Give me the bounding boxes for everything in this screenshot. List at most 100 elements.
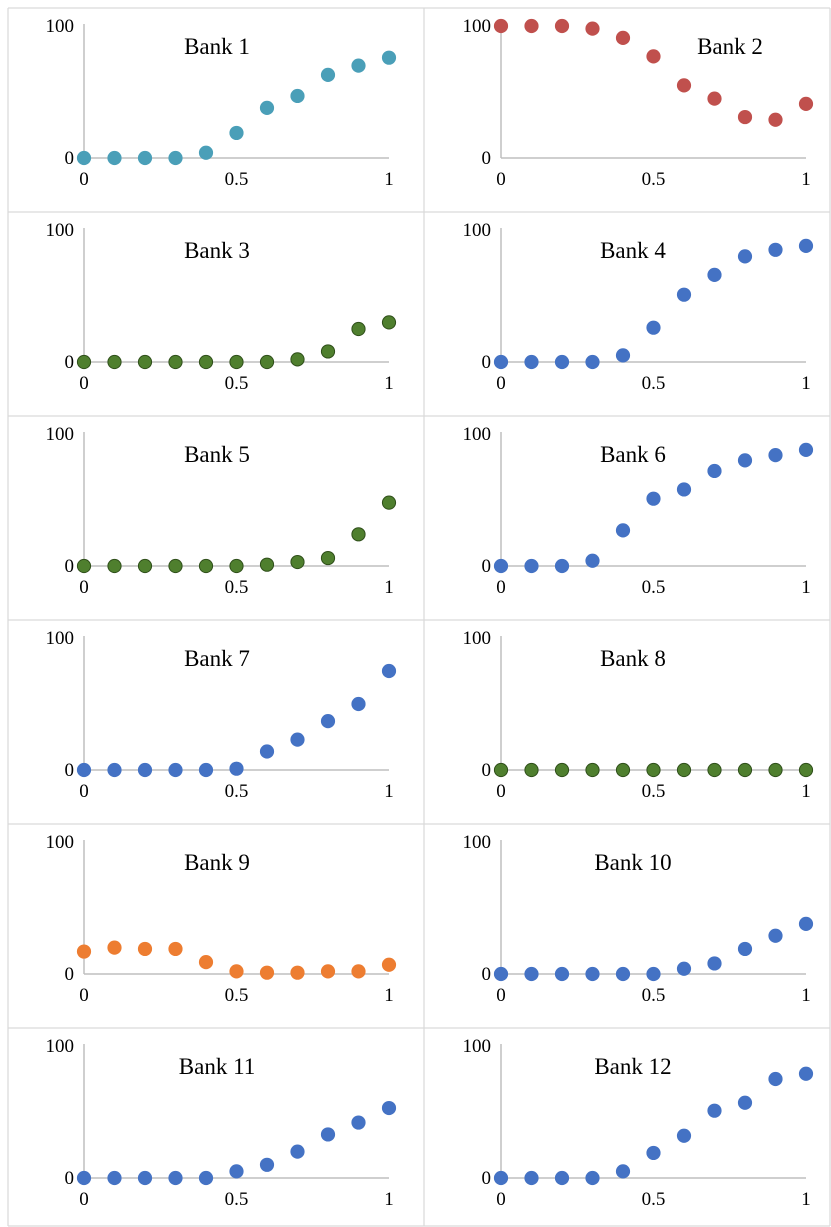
data-point xyxy=(381,1100,397,1116)
data-point xyxy=(554,354,570,370)
data-point xyxy=(493,762,509,778)
data-point xyxy=(168,941,183,957)
data-point xyxy=(707,267,722,282)
data-point xyxy=(646,1145,661,1161)
data-point xyxy=(768,448,783,463)
y-tick-label: 100 xyxy=(463,628,492,649)
x-tick-label: 0 xyxy=(496,373,506,394)
data-point xyxy=(320,344,336,359)
y-tick-label: 0 xyxy=(65,1168,75,1189)
x-tick-label: 1 xyxy=(384,169,394,190)
y-tick-label: 0 xyxy=(65,760,75,781)
data-point xyxy=(768,242,783,257)
x-tick-label: 0.5 xyxy=(642,373,666,394)
data-point xyxy=(76,762,92,778)
chart-title: Bank 10 xyxy=(594,850,671,875)
bank-chart-5: 100 00 0.5 1 Bank 5 xyxy=(46,424,397,598)
data-point xyxy=(381,315,397,330)
data-point xyxy=(107,1170,122,1186)
data-point xyxy=(798,1066,814,1081)
data-point xyxy=(76,354,92,370)
data-point xyxy=(259,100,275,115)
data-point xyxy=(107,940,122,955)
data-point xyxy=(554,18,570,34)
data-point xyxy=(290,732,305,747)
data-point xyxy=(798,96,814,111)
data-point xyxy=(646,320,661,335)
x-tick-label: 0 xyxy=(79,577,89,598)
data-point xyxy=(798,762,814,778)
data-point xyxy=(107,762,122,778)
data-point xyxy=(198,558,214,574)
x-tick-label: 0.5 xyxy=(225,781,249,802)
data-point xyxy=(351,1115,366,1130)
data-point xyxy=(76,944,92,959)
x-tick-label: 1 xyxy=(384,373,394,394)
data-point xyxy=(351,527,366,542)
y-tick-label: 100 xyxy=(46,16,75,37)
y-tick-label: 0 xyxy=(65,556,75,577)
data-point xyxy=(585,553,600,568)
data-point xyxy=(320,550,336,566)
data-point xyxy=(76,558,92,574)
data-point xyxy=(676,78,692,93)
chart-title: Bank 4 xyxy=(600,238,666,263)
x-tick-label: 0.5 xyxy=(642,169,666,190)
data-point xyxy=(493,18,509,34)
bank-chart-1: 100 00 0.5 1 Bank 1 xyxy=(46,16,397,190)
x-tick-label: 1 xyxy=(384,781,394,802)
data-point xyxy=(676,1128,692,1143)
y-tick-label: 100 xyxy=(463,1036,492,1057)
data-point xyxy=(381,495,397,510)
data-point xyxy=(351,964,366,979)
x-tick-label: 0 xyxy=(79,985,89,1006)
data-point xyxy=(137,354,153,370)
data-point xyxy=(798,238,814,253)
data-point xyxy=(676,961,692,976)
data-point xyxy=(585,966,600,982)
data-point xyxy=(676,287,692,302)
data-point xyxy=(320,67,336,82)
data-point xyxy=(798,916,814,931)
data-point xyxy=(585,762,600,778)
data-point xyxy=(737,453,753,468)
bank-chart-11: 100 00 0.5 1 Bank 11 xyxy=(46,1036,397,1210)
data-point xyxy=(615,523,631,538)
x-tick-label: 0 xyxy=(79,169,89,190)
data-point xyxy=(320,1127,336,1142)
data-point xyxy=(137,150,153,166)
y-tick-label: 0 xyxy=(482,760,492,781)
x-tick-label: 0.5 xyxy=(642,577,666,598)
x-tick-label: 0.5 xyxy=(225,169,249,190)
x-tick-label: 0.5 xyxy=(642,985,666,1006)
data-point xyxy=(229,1164,244,1179)
chart-title: Bank 7 xyxy=(184,646,250,671)
data-point xyxy=(229,761,244,776)
data-point xyxy=(290,352,305,367)
data-point xyxy=(229,558,244,574)
bank-chart-7: 100 00 0.5 1 Bank 7 xyxy=(46,628,397,802)
bank-chart-10: 100 00 0.5 1 Bank 10 xyxy=(463,832,814,1006)
data-point xyxy=(554,762,570,778)
data-point xyxy=(351,321,366,337)
x-tick-label: 1 xyxy=(801,169,811,190)
x-tick-label: 1 xyxy=(801,985,811,1006)
y-tick-label: 0 xyxy=(65,964,75,985)
data-point xyxy=(646,966,661,982)
chart-title: Bank 5 xyxy=(184,442,250,467)
data-point xyxy=(524,762,539,778)
data-point xyxy=(585,1170,600,1186)
data-point xyxy=(229,964,244,979)
bank-chart-8: 100 00 0.5 1 Bank 8 xyxy=(463,628,814,802)
data-point xyxy=(585,21,600,36)
data-point xyxy=(290,554,305,570)
x-tick-label: 0 xyxy=(79,373,89,394)
x-tick-label: 0 xyxy=(496,781,506,802)
x-tick-label: 0 xyxy=(496,577,506,598)
data-point xyxy=(320,964,336,979)
chart-title: Bank 11 xyxy=(179,1054,255,1079)
data-point xyxy=(737,109,753,125)
data-point xyxy=(259,557,275,572)
